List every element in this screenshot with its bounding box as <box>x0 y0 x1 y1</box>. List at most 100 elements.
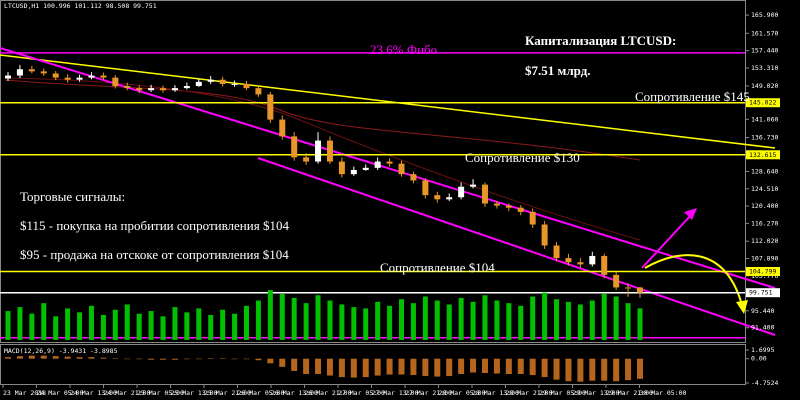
macd-bar <box>338 358 345 378</box>
candle-body <box>76 77 83 80</box>
candle-body <box>481 184 488 204</box>
macd-bar <box>386 358 393 375</box>
volume-bar <box>255 300 261 340</box>
candle-body <box>267 94 274 120</box>
macd-bar <box>505 358 512 375</box>
volume-bar <box>53 316 59 340</box>
y-tick-label: 112.020 <box>751 237 778 245</box>
candle-body <box>303 157 310 162</box>
level-box <box>746 288 780 298</box>
candle-body <box>100 75 107 78</box>
volume-bar <box>267 290 273 340</box>
macd-bar <box>458 358 465 375</box>
volume-bar <box>303 303 309 340</box>
volume-bar <box>434 300 440 340</box>
macd-bar <box>267 358 274 364</box>
candle-body <box>171 88 178 91</box>
y-tick-label: 161.570 <box>751 29 778 37</box>
macd-bar <box>195 358 202 360</box>
candle-body <box>517 207 524 212</box>
volume-bar <box>29 313 35 340</box>
macd-bar <box>553 358 560 380</box>
candle-body <box>637 287 643 293</box>
volume-bar <box>291 297 297 340</box>
trend-line <box>0 54 776 149</box>
candle-body <box>64 77 71 80</box>
volume-bar <box>518 305 524 340</box>
volume-bar <box>243 305 249 340</box>
macd-bar <box>589 358 596 381</box>
macd-tick-label: 1.6995 <box>751 346 775 354</box>
volume-bar <box>387 305 393 340</box>
volume-bar <box>458 297 464 340</box>
x-tick-label: 25 Mar 05:00 <box>137 389 184 397</box>
macd-bar <box>434 358 441 377</box>
candle-body <box>529 211 536 225</box>
macd-bar <box>601 358 608 381</box>
macd-bar <box>315 358 322 375</box>
volume-bar <box>100 315 106 340</box>
macd-bar <box>279 358 286 367</box>
macd-bar <box>219 358 226 359</box>
macd-bar <box>171 358 178 360</box>
x-tick-label: 24 Mar 05:00 <box>37 389 84 397</box>
candle-body <box>398 163 405 175</box>
level-box <box>746 150 780 160</box>
y-tick-label: 91.400 <box>751 324 775 332</box>
macd-bar <box>136 358 143 360</box>
candle-body <box>195 81 202 87</box>
annotation: Сопротивление $130 <box>465 150 580 165</box>
x-tick-label: 28 Mar 05:00 <box>439 389 486 397</box>
candle-body <box>243 83 250 89</box>
macd-label: MACD(12,26,9) -3.9431 -3.8985 <box>4 347 118 355</box>
candle-body <box>613 274 620 288</box>
volume-bar <box>446 304 452 340</box>
y-tick-label: 153.310 <box>751 64 778 72</box>
volume-bar <box>88 305 94 340</box>
arrow-down <box>644 254 743 306</box>
candle-body <box>5 75 11 79</box>
volume-bar <box>124 304 130 340</box>
moving-average <box>4 79 641 161</box>
candle-body <box>231 83 238 85</box>
marks: 165.900 161.570 157.440 153.310 149.020 141.0… <box>0 11 780 397</box>
candle-body <box>88 75 95 78</box>
macd-bar <box>362 358 369 378</box>
level-box <box>746 267 780 277</box>
macd-bar <box>410 358 417 376</box>
volume-bar <box>77 312 83 340</box>
candle-body <box>625 287 632 289</box>
macd-bar <box>541 358 548 378</box>
macd-bar <box>493 358 500 374</box>
volume-bar <box>220 309 226 340</box>
macd-tick-label: -4.7524 <box>751 379 778 387</box>
macd-bar <box>255 358 262 361</box>
macd-bar <box>517 358 524 375</box>
y-tick-label: 128.640 <box>751 167 778 175</box>
x-tick-label: 25 Mar 21:00 <box>204 389 251 397</box>
macd-bar <box>374 358 381 376</box>
macd-bar <box>422 358 429 377</box>
macd-frame <box>0 344 746 385</box>
y-tick-label: 120.400 <box>751 202 778 210</box>
y-tick-label: 116.270 <box>751 219 778 227</box>
volume-bar <box>41 303 47 340</box>
candle-body <box>553 245 560 259</box>
y-tick-label: 165.900 <box>751 11 778 19</box>
level-label: 99.751 <box>749 289 773 297</box>
x-tick-label: 29 Mar 13:00 <box>573 389 620 397</box>
macd-bar <box>625 358 632 381</box>
volume-bar <box>17 307 23 340</box>
macd-bar <box>52 356 59 359</box>
macd-bar <box>326 358 333 376</box>
arrow-up <box>641 213 693 269</box>
volume-bar <box>554 299 560 340</box>
macd-bar <box>613 358 620 382</box>
candle-body <box>386 161 393 164</box>
candle-body <box>326 140 333 162</box>
volume-bar <box>65 308 71 340</box>
volume-bar <box>375 301 381 340</box>
macd-bar <box>28 355 35 359</box>
